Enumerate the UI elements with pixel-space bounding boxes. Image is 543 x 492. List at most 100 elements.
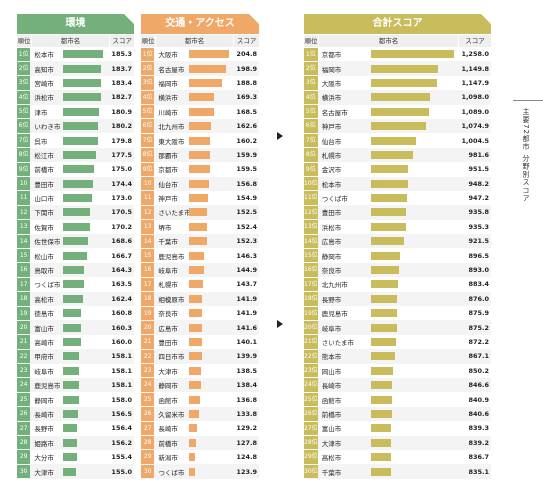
bar-track <box>370 381 454 390</box>
city-label: 札幌市 <box>321 151 342 160</box>
score-value: 158.0 <box>111 395 132 404</box>
score-value: 1,098.0 <box>461 93 489 102</box>
score-value: 152.3 <box>236 237 257 246</box>
score-bar <box>370 64 438 73</box>
bar-track <box>63 194 105 203</box>
score-bar <box>188 208 207 217</box>
rank-label: 15位 <box>304 248 318 263</box>
rank-label: 2位 <box>17 61 31 76</box>
rank-label: 26位 <box>17 407 31 431</box>
table-row: 29位大分市 155.4 <box>17 449 134 474</box>
rank-label: 11位 <box>304 191 318 205</box>
bar-track <box>188 453 229 462</box>
score-bar <box>63 395 79 404</box>
table-row: 1位 京都市 1,258.0 <box>304 47 491 62</box>
rank-label: 12位 <box>304 205 318 220</box>
city-label: 高崎市 <box>34 339 54 347</box>
city-label: さいたま市 <box>321 339 354 347</box>
score-bar <box>63 107 100 116</box>
score-bar <box>370 453 391 462</box>
city-label: 津市 <box>34 108 48 117</box>
environment-title: 環境 <box>17 14 134 34</box>
score-value: 935.3 <box>468 222 489 231</box>
table-row: 21位高崎市 160.0 <box>17 334 134 359</box>
table-row: 29位 高松市 836.7 <box>304 449 491 465</box>
score-bar <box>370 280 398 289</box>
rank-label: 26位 <box>141 407 155 431</box>
city-label: 長崎市 <box>34 410 54 419</box>
bar-track <box>370 438 454 447</box>
rank-label: 6位 <box>141 119 155 133</box>
rank-label: 20位 <box>17 320 31 344</box>
bar-track <box>63 409 105 418</box>
table-row: 18位 長野市 876.0 <box>304 291 491 307</box>
total-table: 合計スコア 順位 都市名 スコア 1位 京都市 1,258.0 2位 福岡市 1,149.… <box>304 14 491 479</box>
bar-track <box>63 251 105 260</box>
rank-label: 19位 <box>141 306 155 330</box>
rank-label: 29位 <box>141 450 155 474</box>
score-value: 185.3 <box>111 50 132 59</box>
score-value: 182.7 <box>111 93 132 102</box>
table-row: 23位岐阜市 158.1 <box>17 363 134 388</box>
city-label: 北九州市 <box>321 281 348 290</box>
city-label: 長野市 <box>321 295 342 304</box>
city-label: 高知市 <box>34 65 54 74</box>
table-row: 27位長崎市 129.2 <box>141 421 259 445</box>
bar-track <box>63 136 105 145</box>
rank-label: 22位 <box>141 349 155 373</box>
bar-track <box>188 280 229 289</box>
score-bar <box>188 122 212 131</box>
score-bar <box>63 237 89 246</box>
city-label: 名古屋市 <box>158 65 185 74</box>
bar-track <box>188 438 229 447</box>
score-bar <box>370 237 404 246</box>
rank-label: 29位 <box>17 450 31 474</box>
score-value: 1,004.5 <box>461 136 489 145</box>
rank-label: 27位 <box>17 421 31 445</box>
rank-label: 13位 <box>304 220 318 234</box>
score-bar <box>370 50 454 59</box>
score-value: 188.8 <box>236 78 257 87</box>
city-label: 北九州市 <box>158 123 185 132</box>
bar-track <box>63 165 105 174</box>
score-value: 123.9 <box>236 467 257 476</box>
rank-label: 3位 <box>304 76 318 90</box>
score-value: 127.8 <box>236 438 257 447</box>
bar-track <box>188 64 229 73</box>
table-row: 5位 名古屋市 1,089.0 <box>304 104 491 119</box>
bar-track <box>188 309 229 318</box>
city-label: 前橋市 <box>321 410 342 419</box>
city-label: 松本市 <box>34 51 54 60</box>
rank-label: 30位 <box>17 464 31 488</box>
city-label: 鹿児島市 <box>158 252 185 261</box>
city-label: 大津市 <box>34 468 54 477</box>
score-value: 160.2 <box>236 136 257 145</box>
bar-track <box>370 352 454 361</box>
table-row: 9位 金沢市 951.5 <box>304 162 491 177</box>
city-column-header: 都市名 <box>319 35 458 47</box>
transport-column-header: 順位 都市名 スコア <box>141 35 259 47</box>
bar-track <box>370 424 454 433</box>
bar-track <box>188 424 229 433</box>
city-label: 奈良市 <box>158 310 178 319</box>
score-column-header: スコア <box>459 35 491 47</box>
city-label: 久留米市 <box>158 410 185 419</box>
city-label: 豊田市 <box>34 180 54 189</box>
rank-label: 18位 <box>304 292 318 306</box>
rank-label: 9位 <box>141 162 155 177</box>
rank-label: 12位 <box>141 205 155 229</box>
rank-label: 13位 <box>141 220 155 244</box>
rank-label: 3位 <box>17 76 31 90</box>
rank-label: 25位 <box>304 392 318 407</box>
score-value: 133.8 <box>236 409 257 418</box>
score-bar <box>370 107 429 116</box>
table-row: 21位 さいたま市 872.2 <box>304 334 491 350</box>
city-label: 千葉市 <box>158 238 178 247</box>
table-row: 15位鹿児島市 146.3 <box>141 248 259 272</box>
bar-track <box>63 381 105 390</box>
table-row: 23位 岡山市 850.2 <box>304 363 491 378</box>
rank-label: 17位 <box>141 277 155 301</box>
city-label: 鹿児島市 <box>321 310 348 319</box>
rank-label: 14位 <box>17 234 31 258</box>
bar-track <box>370 136 454 145</box>
